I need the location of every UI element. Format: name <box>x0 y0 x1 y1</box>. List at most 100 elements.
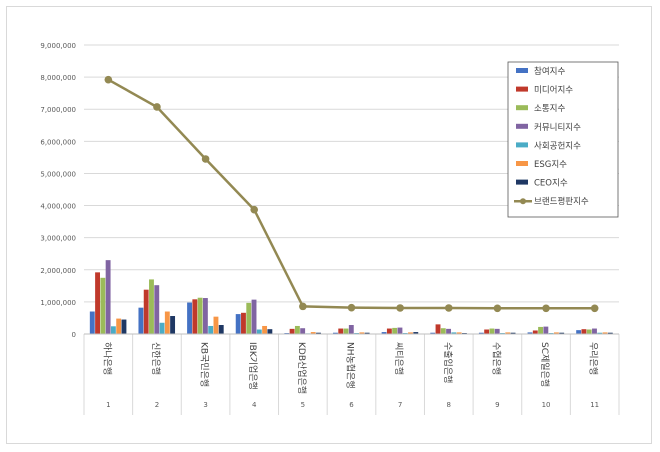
bar <box>510 332 516 334</box>
y-tick-label: 1,000,000 <box>40 299 76 307</box>
bar <box>289 328 295 334</box>
bar <box>100 277 106 334</box>
bar <box>397 327 403 334</box>
bar <box>359 332 365 334</box>
x-category-number: 4 <box>252 401 257 409</box>
bar <box>586 329 592 334</box>
bar <box>187 302 192 334</box>
x-category-label: NH농협은행 <box>345 342 357 389</box>
x-category-number: 9 <box>495 401 499 409</box>
y-tick-label: 3,000,000 <box>40 235 76 243</box>
x-category-label: KDB산업은행 <box>296 342 308 394</box>
chart-svg: 0 1,000,000 2,000,000 3,000,000 4,000,000 5,0… <box>40 42 620 415</box>
y-tick-label: 2,000,000 <box>40 267 76 275</box>
bar <box>208 325 214 334</box>
x-category-label: 하나은행 <box>101 342 113 375</box>
x-category-number: 10 <box>542 401 551 409</box>
x-category-number: 11 <box>590 401 599 409</box>
bar <box>538 326 544 334</box>
bar <box>149 279 154 334</box>
bar <box>110 326 116 334</box>
x-category-label: IBK기업은행 <box>247 342 259 390</box>
legend-swatch <box>516 123 528 129</box>
bar <box>202 298 208 334</box>
bar <box>246 302 252 334</box>
bar <box>154 285 160 334</box>
legend-swatch <box>516 161 528 166</box>
bar <box>164 311 170 334</box>
legend-label: CEO지수 <box>534 179 568 189</box>
x-category-number: 7 <box>398 401 402 409</box>
bar <box>143 289 149 334</box>
line-point <box>250 205 259 214</box>
y-tick-label: 7,000,000 <box>40 106 76 114</box>
x-category-number: 5 <box>301 401 305 409</box>
y-tick-label: 4,000,000 <box>40 203 76 211</box>
y-tick-label: 6,000,000 <box>40 138 76 146</box>
line-point <box>299 302 307 311</box>
bar <box>348 325 354 334</box>
bar <box>159 322 165 334</box>
bar <box>116 318 122 334</box>
legend-label: 소통지수 <box>534 104 565 114</box>
bar <box>235 314 241 334</box>
bar <box>300 328 306 334</box>
bar <box>592 328 597 334</box>
bar <box>435 324 441 334</box>
bar <box>440 328 446 334</box>
bar <box>316 332 321 334</box>
line-point <box>590 304 599 313</box>
bar <box>343 328 349 334</box>
bar <box>413 332 419 334</box>
line-point <box>201 155 210 163</box>
line-point <box>396 304 404 312</box>
bar <box>310 332 316 334</box>
y-tick-label: 5,000,000 <box>40 170 76 178</box>
bar <box>197 297 203 334</box>
legend-label: 커뮤니티지수 <box>534 122 581 133</box>
bar <box>505 332 511 334</box>
legend-swatch <box>516 142 528 148</box>
legend-swatch <box>516 68 528 73</box>
legend-line-marker <box>520 198 526 205</box>
bar <box>294 325 300 334</box>
bar <box>553 332 559 334</box>
x-category-number: 3 <box>203 401 207 409</box>
bar <box>381 332 387 334</box>
bar <box>532 330 538 334</box>
x-category-number: 6 <box>349 401 354 409</box>
bar <box>430 332 436 334</box>
x-category-number: 8 <box>447 401 451 409</box>
legend-label: 참여지수 <box>534 66 565 77</box>
legend-label: ESG지수 <box>534 160 567 170</box>
x-category-label: 우리은행 <box>588 342 600 375</box>
bar <box>192 299 198 334</box>
legend-swatch <box>516 105 528 111</box>
bar <box>267 329 273 334</box>
bar <box>484 329 490 334</box>
x-category-label: 신한은행 <box>150 342 162 375</box>
bar <box>597 332 603 334</box>
bar <box>121 319 127 334</box>
bar <box>446 328 452 334</box>
bar <box>333 332 338 334</box>
bar <box>213 316 219 334</box>
bar <box>218 325 224 334</box>
bar <box>262 325 268 334</box>
legend-label: 사회공헌지수 <box>534 141 581 151</box>
bar <box>364 332 370 334</box>
legend-swatch <box>516 179 528 185</box>
bar <box>392 327 398 334</box>
bar <box>89 311 95 334</box>
bar <box>251 299 257 334</box>
bar <box>170 316 176 334</box>
chart-frame: 0 1,000,000 2,000,000 3,000,000 4,000,000 5,0… <box>6 6 652 444</box>
x-category-label: KB국민은행 <box>199 342 211 387</box>
x-category-label: SC제일은행 <box>539 342 551 387</box>
line-point <box>153 103 161 111</box>
x-category-number: 1 <box>106 401 110 409</box>
bar <box>559 332 565 334</box>
line-point <box>444 304 453 312</box>
bar <box>607 332 613 334</box>
y-tick-label: 9,000,000 <box>40 42 76 50</box>
